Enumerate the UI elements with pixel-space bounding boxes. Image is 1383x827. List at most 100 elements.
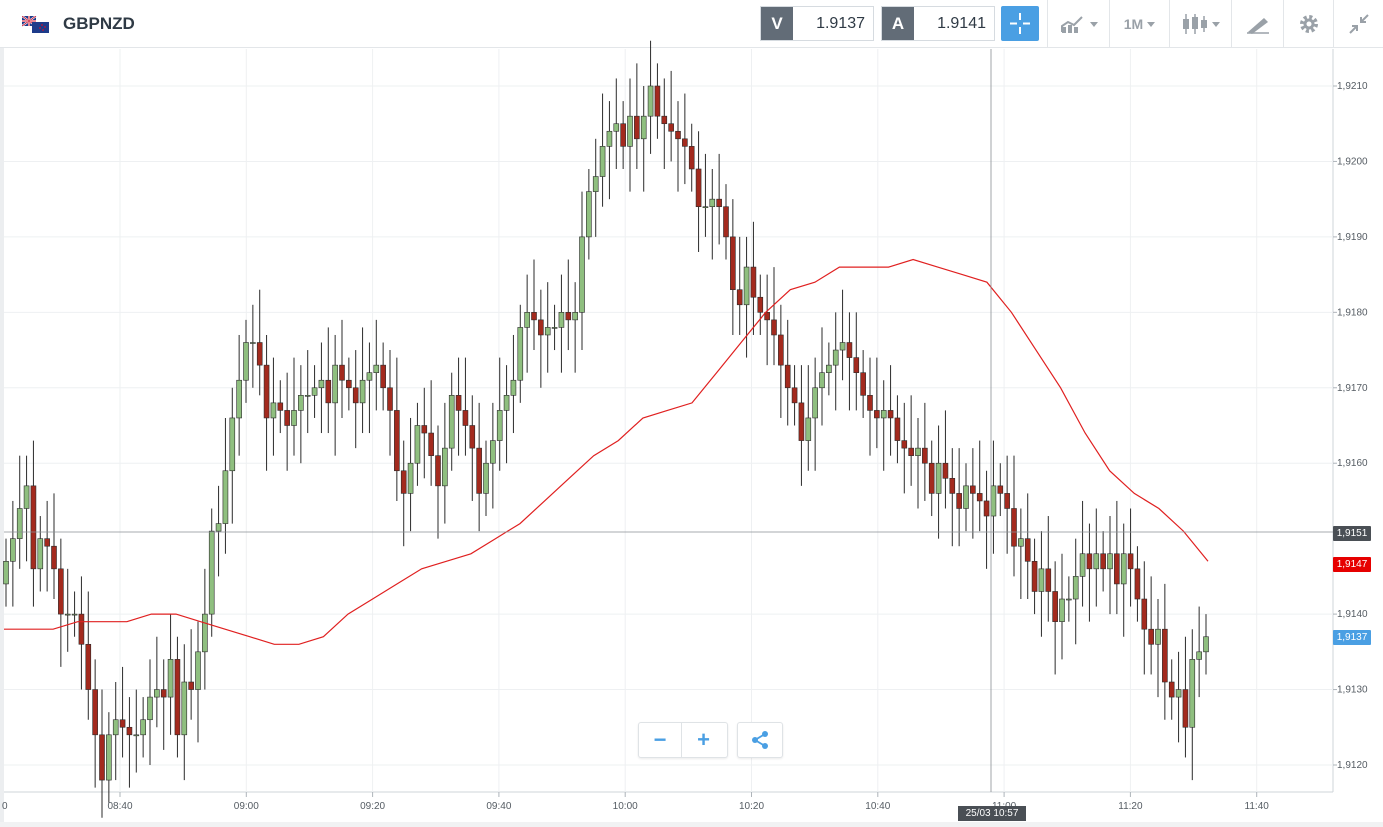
candle: [606, 101, 613, 200]
candle: [277, 380, 284, 434]
candle: [1168, 659, 1175, 720]
candle: [174, 636, 181, 758]
candle: [1086, 523, 1093, 622]
candle: [736, 236, 743, 335]
y-tick-label: 1,9160: [1337, 458, 1368, 469]
candle: [366, 342, 373, 434]
y-tick-label: 1,9210: [1337, 81, 1368, 92]
candle: [1052, 561, 1058, 675]
instrument-symbol: GBPNZD: [63, 14, 135, 33]
candle: [304, 350, 311, 434]
collapse-button[interactable]: [1333, 0, 1383, 48]
y-tick-label: 1,9200: [1337, 156, 1368, 167]
candle: [1018, 508, 1024, 600]
buy-tag: A: [882, 7, 914, 40]
candle: [1114, 500, 1120, 615]
candle: [730, 199, 736, 335]
x-tick-label: 10:20: [739, 801, 764, 812]
candle: [78, 576, 85, 690]
moving-average-line: [4, 258, 1209, 645]
candle: [92, 659, 98, 788]
candle: [620, 101, 626, 169]
chevron-down-icon: [1211, 21, 1220, 27]
candle: [270, 357, 277, 456]
bottom-strip: [0, 822, 1383, 827]
candle: [483, 440, 489, 517]
crosshair-button[interactable]: [1001, 6, 1039, 41]
candle: [942, 410, 949, 509]
candle: [298, 365, 304, 464]
buy-price: 1.9141: [937, 14, 986, 32]
candle: [428, 380, 434, 486]
candle: [805, 365, 812, 471]
candle: [538, 289, 544, 388]
candle: [1175, 651, 1182, 743]
candle-style-dropdown[interactable]: [1169, 0, 1231, 48]
candle: [44, 500, 50, 592]
chart-area-border: [0, 48, 1383, 823]
candle: [10, 500, 16, 607]
candle: [256, 289, 263, 396]
x-tick-label: 09:00: [234, 801, 259, 812]
candle: [627, 78, 633, 192]
candle: [1134, 546, 1141, 622]
candle: [565, 259, 572, 351]
settings-button[interactable]: [1283, 0, 1333, 48]
candle: [510, 334, 517, 434]
candle: [846, 312, 853, 411]
x-tick-label: 09:20: [360, 801, 385, 812]
candle: [421, 387, 428, 479]
candle: [243, 319, 249, 403]
candle: [154, 636, 160, 728]
candle: [517, 304, 524, 403]
buy-price-box[interactable]: A 1.9141: [881, 6, 995, 41]
candle: [1038, 531, 1045, 637]
candle: [901, 402, 908, 494]
candle: [832, 312, 839, 411]
candle: [346, 357, 352, 411]
sell-tag: V: [761, 7, 793, 40]
zoom-out-button[interactable]: −: [639, 723, 682, 757]
candle: [202, 568, 208, 690]
chart-type-dropdown[interactable]: [1047, 0, 1109, 48]
candle: [1155, 599, 1161, 698]
candle: [85, 591, 92, 720]
candle: [956, 448, 962, 547]
timeframe-dropdown[interactable]: 1M: [1109, 0, 1169, 48]
candle: [339, 319, 345, 418]
candle: [1093, 508, 1100, 607]
candle: [1120, 523, 1127, 637]
candle: [1141, 561, 1148, 675]
candle: [586, 168, 592, 260]
candle: [867, 357, 873, 456]
candle: [551, 304, 558, 351]
candle: [688, 123, 695, 192]
candle: [387, 350, 393, 456]
candle: [791, 365, 798, 426]
zoom-in-button[interactable]: +: [697, 727, 710, 752]
candle: [1107, 516, 1113, 615]
candle: [147, 659, 153, 765]
candle: [215, 485, 222, 577]
candle: [1182, 636, 1189, 758]
candle: [30, 440, 37, 607]
candle: [572, 282, 578, 373]
candle: [112, 682, 119, 781]
candle: [1045, 516, 1052, 622]
x-tick-label: 10:00: [613, 801, 638, 812]
candle: [222, 417, 229, 554]
candle: [311, 365, 318, 418]
candle: [263, 334, 270, 471]
candle: [16, 455, 23, 569]
sell-price-box[interactable]: V 1.9137: [760, 6, 874, 41]
candle: [682, 93, 688, 185]
candle: [531, 259, 537, 351]
candle: [750, 221, 757, 335]
chart-type-icon: [1060, 16, 1083, 33]
candles-icon: [1182, 14, 1207, 34]
draw-tools-icon: [1246, 18, 1269, 34]
crosshair-time-tag: 25/03 10:57: [958, 806, 1026, 821]
share-button[interactable]: [737, 722, 783, 758]
draw-tools-button[interactable]: [1231, 0, 1283, 48]
